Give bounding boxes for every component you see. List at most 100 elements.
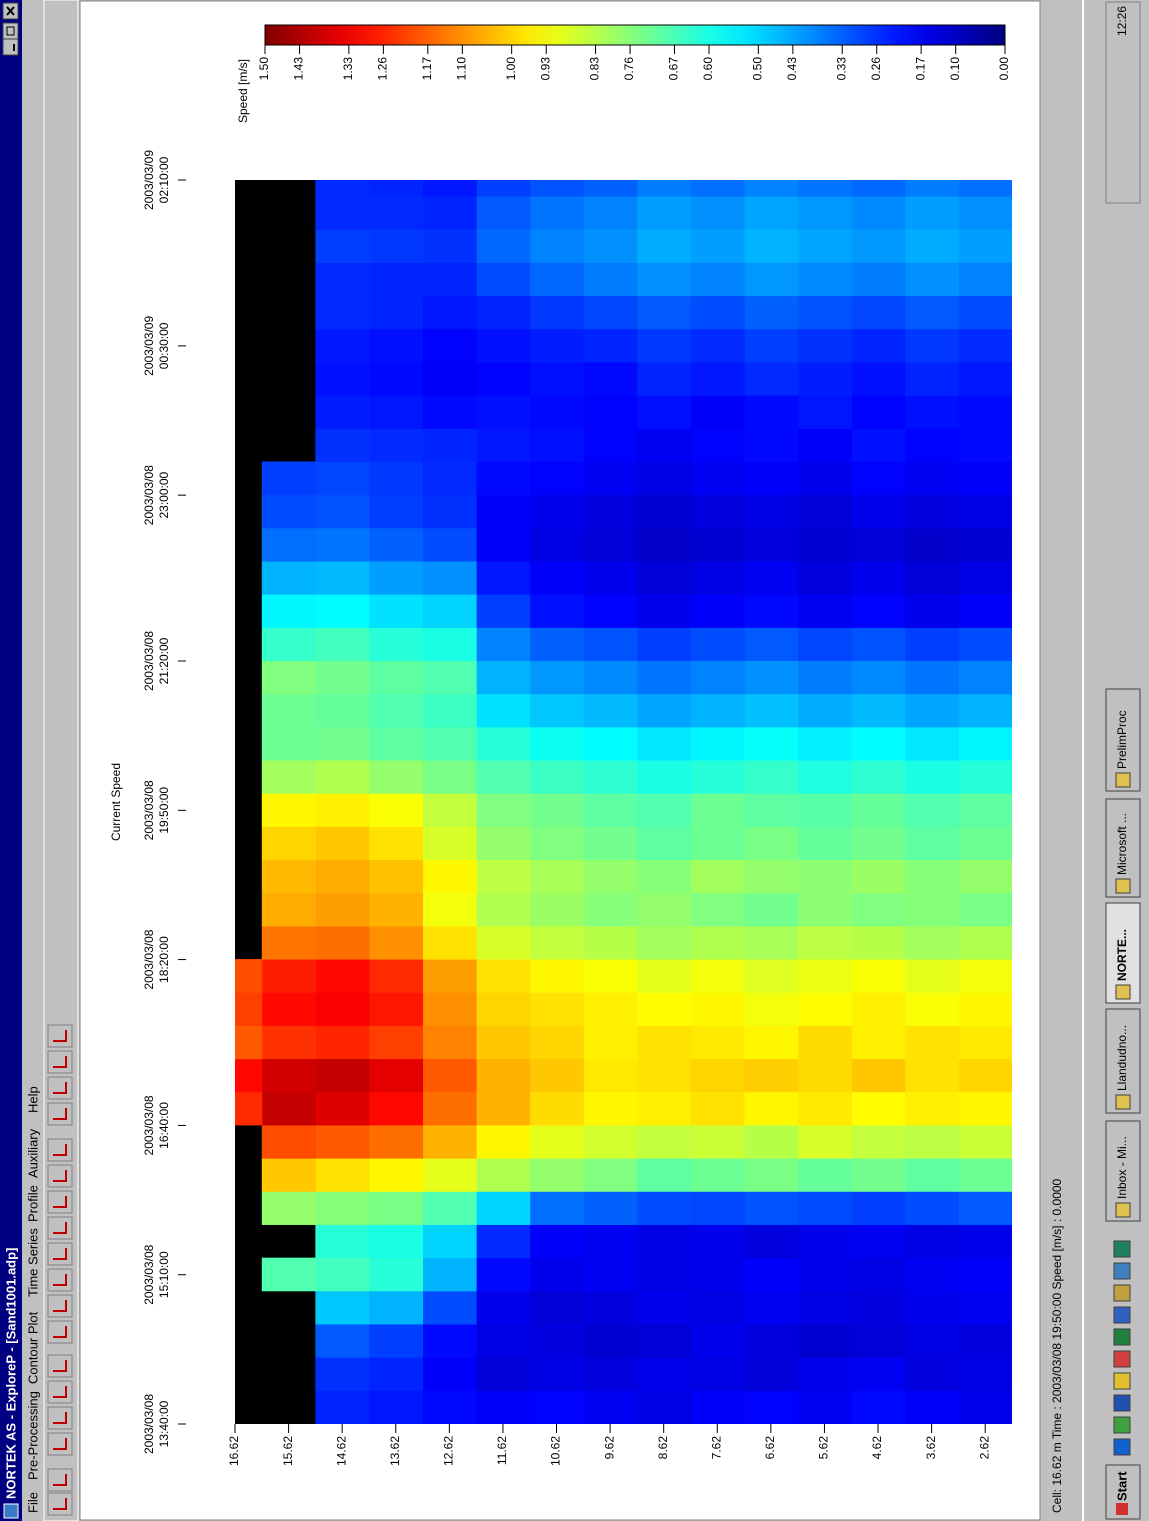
heatmap-cell xyxy=(851,362,905,396)
minimize-button[interactable] xyxy=(3,39,18,55)
quick-launch-icon[interactable] xyxy=(1114,1417,1130,1433)
toolbar-button[interactable] xyxy=(48,1269,72,1291)
heatmap-cell xyxy=(583,594,637,628)
heatmap-cell xyxy=(905,760,959,794)
quick-launch-icon[interactable] xyxy=(1114,1351,1130,1367)
heatmap-cell xyxy=(315,395,369,429)
heatmap-cell xyxy=(530,661,584,695)
heatmap-cell xyxy=(798,860,852,894)
heatmap-cell xyxy=(690,926,744,960)
menu-item[interactable]: Auxiliary xyxy=(25,1128,40,1178)
heatmap-cell xyxy=(744,1258,798,1292)
quick-launch-icon[interactable] xyxy=(1114,1285,1130,1301)
quick-launch-icon[interactable] xyxy=(1114,1241,1130,1257)
heatmap-cell xyxy=(958,1390,1012,1424)
heatmap-cell xyxy=(583,1258,637,1292)
quick-launch-icon[interactable] xyxy=(1114,1263,1130,1279)
heatmap-cell xyxy=(476,860,530,894)
heatmap-cell xyxy=(315,627,369,661)
heatmap-cell xyxy=(798,1324,852,1358)
heatmap-cell xyxy=(583,1390,637,1424)
heatmap-cell xyxy=(530,1059,584,1093)
toolbar-button[interactable] xyxy=(48,1243,72,1265)
menu-item[interactable]: Pre-Processing xyxy=(25,1391,40,1480)
heatmap-cell xyxy=(851,760,905,794)
heatmap-cell xyxy=(798,1224,852,1258)
toolbar-button[interactable] xyxy=(48,1191,72,1213)
task-button[interactable]: Microsoft ... xyxy=(1106,799,1140,897)
toolbar-button[interactable] xyxy=(48,1165,72,1187)
task-label: NORTE... xyxy=(1115,929,1129,981)
task-button[interactable]: Llandudno... xyxy=(1106,1009,1140,1113)
toolbar-button[interactable] xyxy=(48,1025,72,1047)
quick-launch-icon[interactable] xyxy=(1114,1329,1130,1345)
heatmap-cell xyxy=(423,1158,477,1192)
heatmap-cell xyxy=(262,528,316,562)
heatmap-cell xyxy=(262,826,316,860)
heatmap-cell xyxy=(744,959,798,993)
toolbar-button[interactable] xyxy=(48,1407,72,1429)
button-face xyxy=(48,1381,72,1403)
heatmap-cell xyxy=(851,262,905,296)
menu-item[interactable]: Time Series xyxy=(25,1228,40,1297)
y-tick-label: 5.62 xyxy=(817,1436,831,1460)
toolbar-button[interactable] xyxy=(48,1217,72,1239)
heatmap-cell xyxy=(744,1291,798,1325)
heatmap-cell xyxy=(476,362,530,396)
menu-item[interactable]: File xyxy=(25,1492,40,1513)
heatmap-cell xyxy=(583,926,637,960)
menu-item[interactable]: Contour Plot xyxy=(25,1311,40,1384)
heatmap-cell xyxy=(851,727,905,761)
heatmap-cell xyxy=(690,495,744,529)
heatmap-cell xyxy=(423,1258,477,1292)
toolbar-button[interactable] xyxy=(48,1355,72,1377)
quick-launch-icon[interactable] xyxy=(1114,1439,1130,1455)
close-button[interactable] xyxy=(3,3,18,19)
heatmap-cell xyxy=(476,793,530,827)
heatmap-cell xyxy=(958,627,1012,661)
heatmap-cell xyxy=(744,1191,798,1225)
heatmap-cell xyxy=(583,1324,637,1358)
menu-item[interactable]: Help xyxy=(25,1086,40,1113)
heatmap-cell xyxy=(637,760,691,794)
heatmap-cell xyxy=(690,528,744,562)
heatmap-cell xyxy=(905,362,959,396)
colorbar-tick-label: 1.17 xyxy=(420,57,434,81)
toolbar-button[interactable] xyxy=(48,1051,72,1073)
heatmap-cell xyxy=(476,1059,530,1093)
task-button[interactable]: PrelimProc xyxy=(1106,689,1140,791)
toolbar-button[interactable] xyxy=(48,1433,72,1455)
toolbar-button[interactable] xyxy=(48,1077,72,1099)
heatmap-cell xyxy=(958,893,1012,927)
toolbar-button[interactable] xyxy=(48,1469,72,1491)
heatmap-cell xyxy=(583,329,637,363)
button-face xyxy=(48,1217,72,1239)
heatmap-cell xyxy=(905,793,959,827)
heatmap-cell xyxy=(423,793,477,827)
heatmap-cell xyxy=(744,694,798,728)
toolbar-button[interactable] xyxy=(48,1381,72,1403)
heatmap-cell xyxy=(423,594,477,628)
quick-launch-icon[interactable] xyxy=(1114,1395,1130,1411)
toolbar-button[interactable] xyxy=(48,1103,72,1125)
heatmap-cell xyxy=(476,1158,530,1192)
heatmap-cell xyxy=(476,329,530,363)
toolbar-button[interactable] xyxy=(48,1321,72,1343)
heatmap-cell xyxy=(530,1357,584,1391)
button-face xyxy=(48,1139,72,1161)
heatmap-cell xyxy=(851,1357,905,1391)
task-button[interactable]: NORTE... xyxy=(1106,903,1140,1003)
heatmap-cell xyxy=(530,196,584,230)
quick-launch-icon[interactable] xyxy=(1114,1373,1130,1389)
task-button[interactable]: Inbox - Mi... xyxy=(1106,1121,1140,1221)
heatmap-cell xyxy=(905,1158,959,1192)
restore-button[interactable] xyxy=(3,23,18,39)
toolbar-button[interactable] xyxy=(48,1295,72,1317)
y-tick-label: 8.62 xyxy=(656,1436,670,1460)
heatmap-cell xyxy=(637,1324,691,1358)
toolbar-button[interactable] xyxy=(48,1139,72,1161)
toolbar-button[interactable] xyxy=(48,1493,72,1515)
heatmap-cell xyxy=(476,893,530,927)
menu-item[interactable]: Profile xyxy=(25,1185,40,1222)
quick-launch-icon[interactable] xyxy=(1114,1307,1130,1323)
